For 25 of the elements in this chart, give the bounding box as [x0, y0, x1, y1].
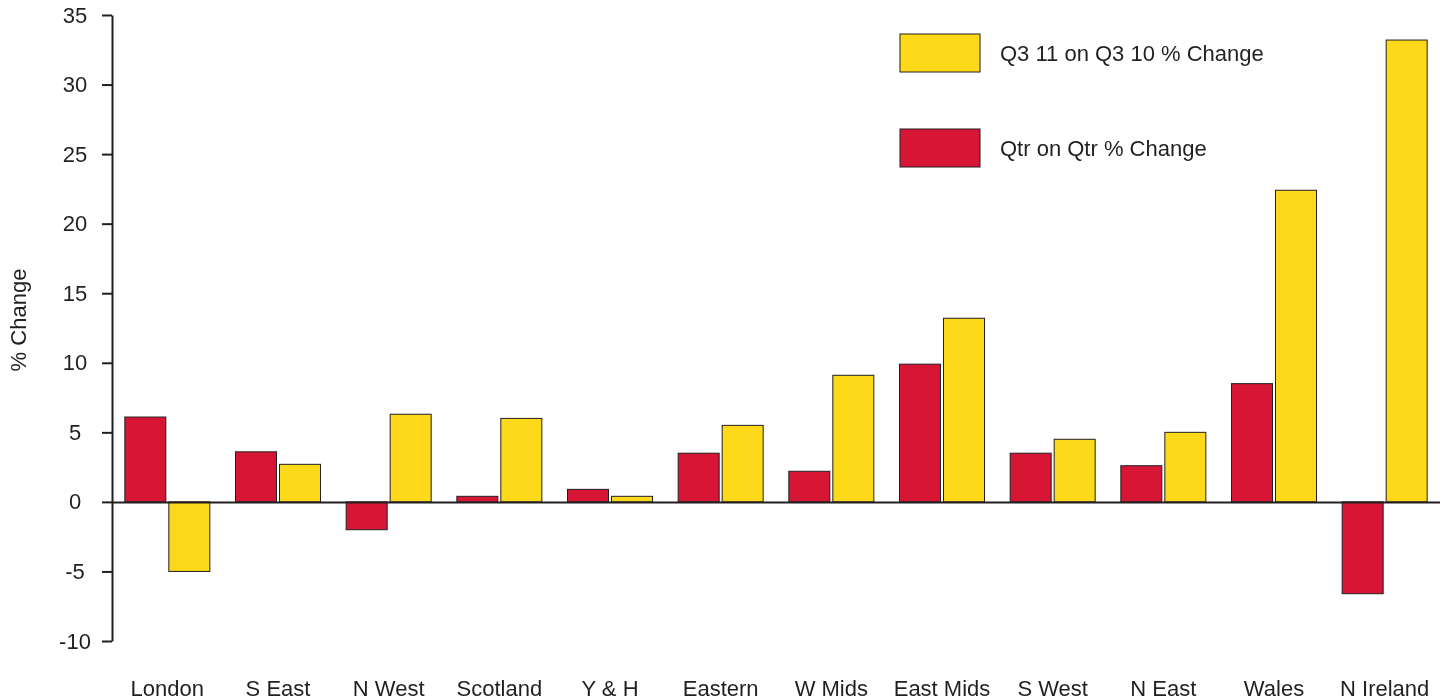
y-tick-label: -10 — [59, 628, 91, 654]
x-tick-label: Scotland — [456, 676, 543, 700]
y-tick-label: -5 — [65, 558, 85, 584]
legend-label: Qtr on Qtr % Change — [1000, 135, 1207, 161]
x-tick-label: N Ireland — [1340, 676, 1430, 700]
y-tick-label: 5 — [68, 419, 82, 445]
y-tick-label: 35 — [62, 2, 88, 28]
x-tick-label: East Mids — [893, 676, 991, 700]
y-tick-label: 10 — [62, 350, 88, 376]
legend-label: Q3 11 on Q3 10 % Change — [1000, 40, 1264, 66]
y-tick-label: 15 — [62, 280, 88, 306]
x-tick-label: N East — [1130, 676, 1197, 700]
y-axis-title: % Change — [6, 268, 31, 372]
x-tick-label: N West — [352, 676, 425, 700]
y-tick-label: 20 — [62, 211, 88, 237]
y-tick-label: 30 — [62, 72, 88, 98]
x-tick-label: Eastern — [682, 676, 759, 700]
y-tick-label: 0 — [68, 489, 82, 515]
x-tick-label: S West — [1017, 676, 1088, 700]
y-tick-label: 25 — [62, 141, 88, 167]
x-tick-label: S East — [245, 676, 311, 700]
x-tick-label: Wales — [1243, 676, 1305, 700]
x-tick-label: London — [130, 676, 205, 700]
x-tick-label: Y & H — [581, 676, 639, 700]
x-tick-label: W Mids — [794, 676, 868, 700]
